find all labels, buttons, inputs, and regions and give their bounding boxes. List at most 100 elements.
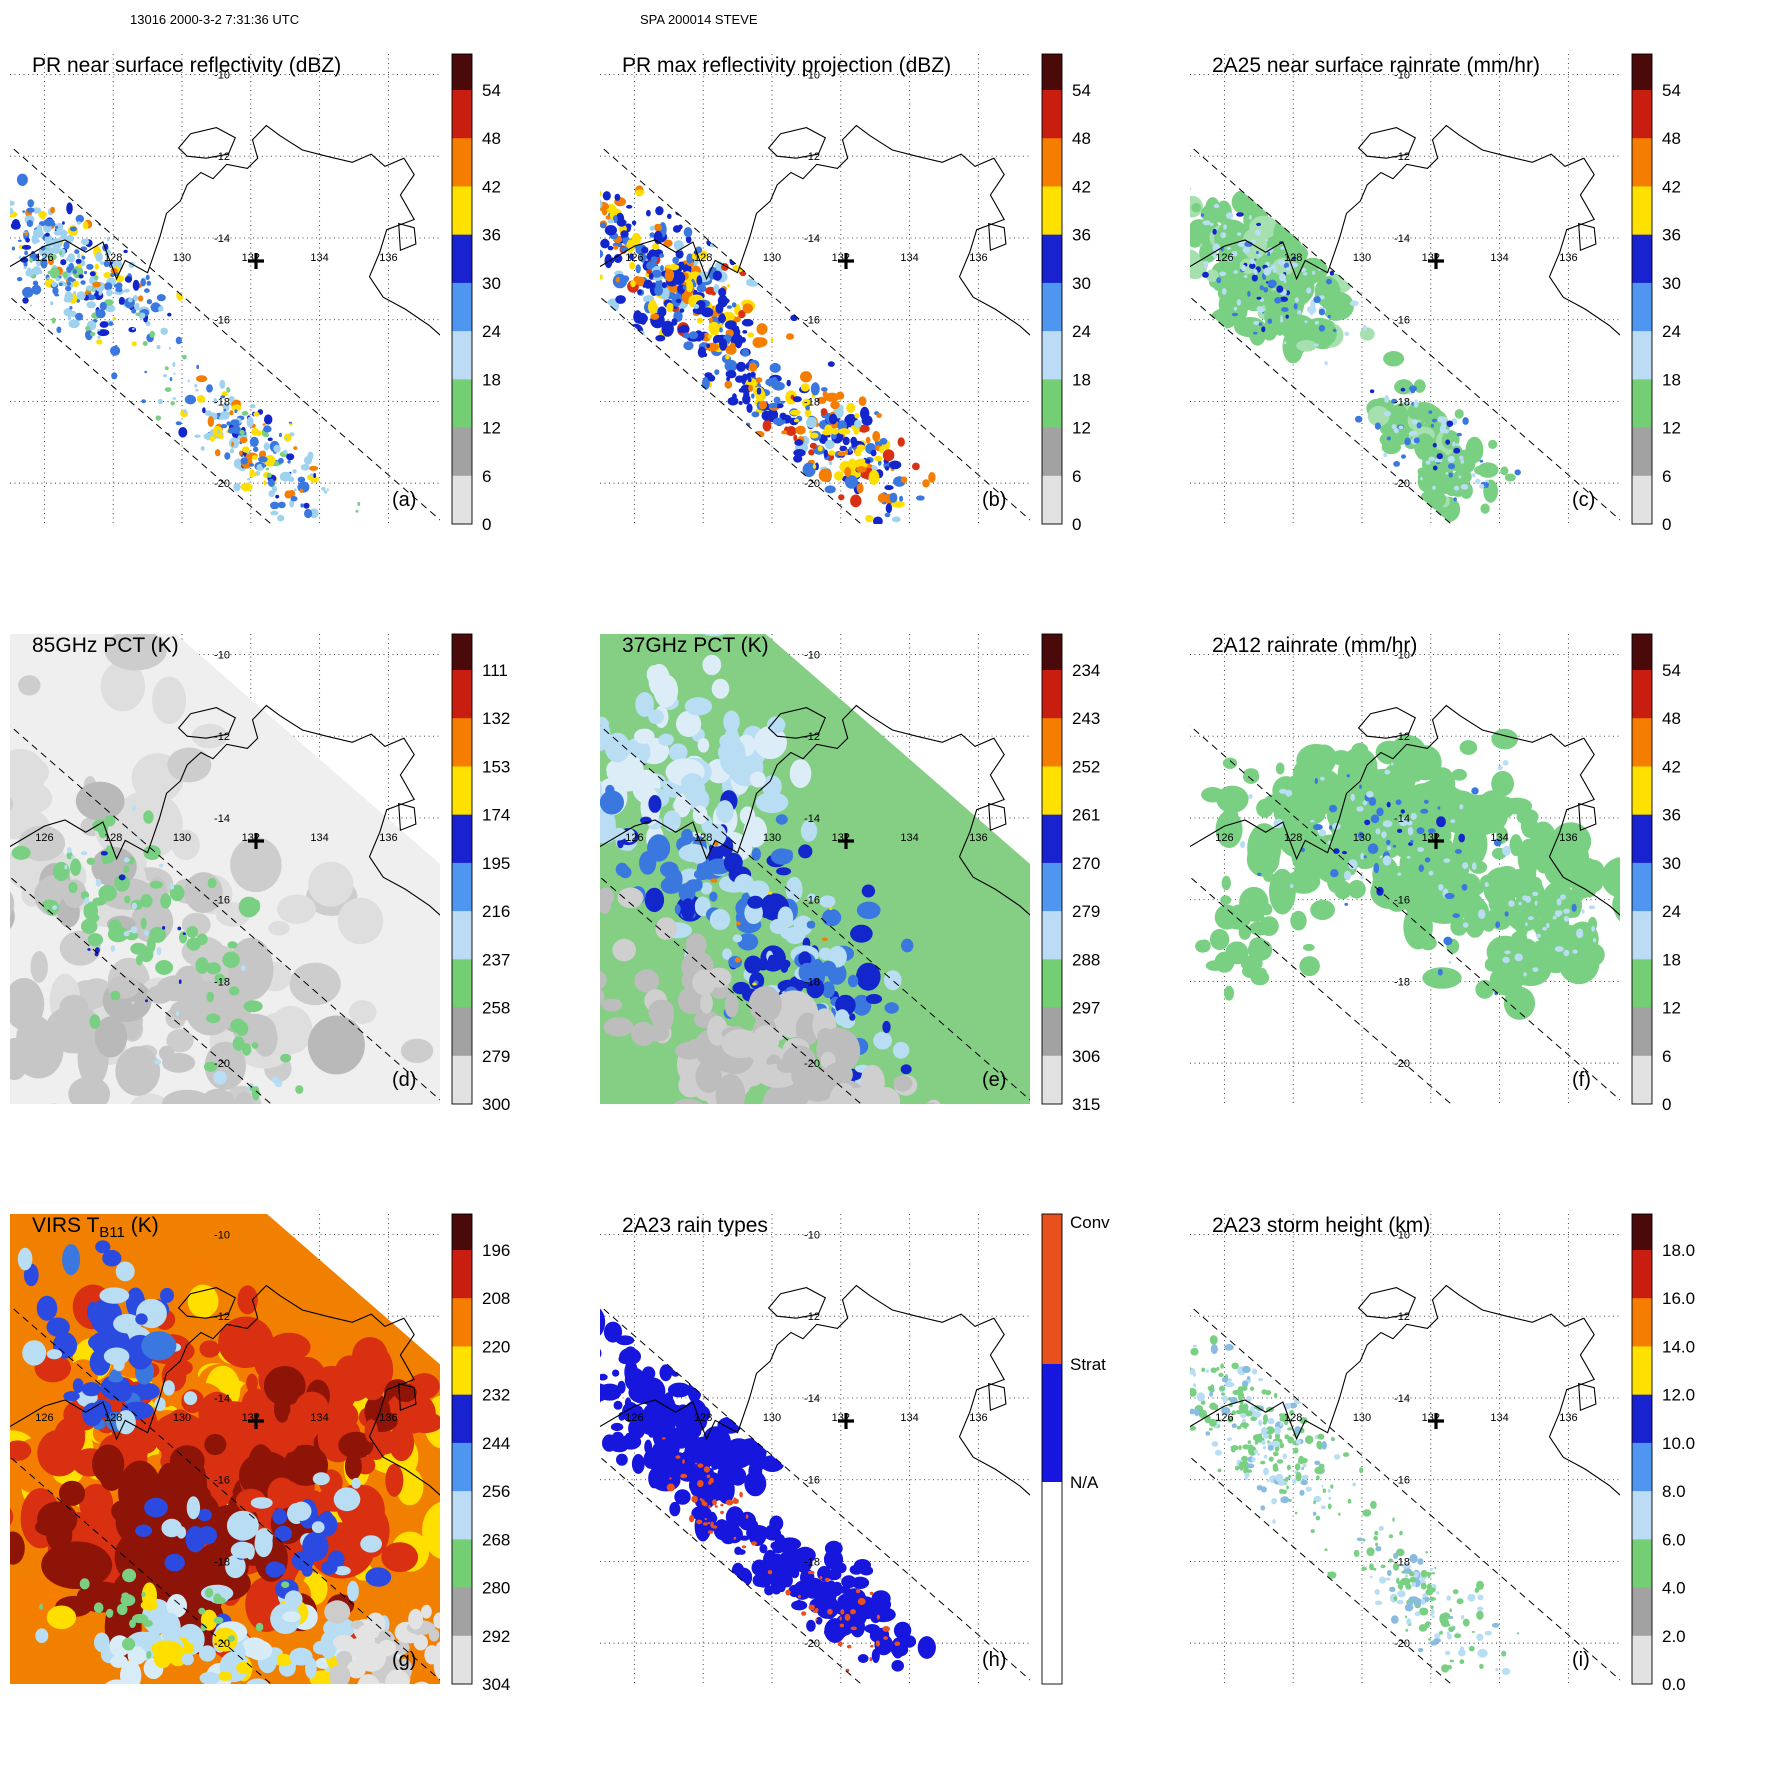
- header-case-id: SPA 200014 STEVE: [640, 12, 758, 27]
- figure-header: 13016 2000-3-2 7:31:36 UTC SPA 200014 ST…: [0, 0, 1771, 28]
- colorbar-tick-label: 6: [1072, 467, 1081, 486]
- lat-label: -10: [804, 649, 820, 661]
- cross-marker: [1428, 1413, 1444, 1429]
- colorbar-tick-label: 42: [482, 177, 501, 196]
- graticule: [600, 54, 1030, 524]
- cross-marker: [248, 1413, 264, 1429]
- colorbar-segment: [452, 766, 472, 816]
- colorbar-tick-label: 48: [482, 129, 501, 148]
- lat-label: -14: [1394, 1393, 1410, 1405]
- lat-label: -16: [214, 315, 230, 327]
- colorbar-segment: [452, 331, 472, 380]
- colorbar-segment: [1632, 634, 1652, 670]
- lat-label: -14: [214, 813, 230, 825]
- swath-data: [600, 1306, 936, 1673]
- colorbar-tick-label: 42: [1662, 757, 1681, 776]
- lon-label: 130: [763, 252, 781, 264]
- colorbar-segment: [1632, 1055, 1652, 1105]
- lon-label: 126: [625, 1412, 643, 1424]
- colorbar-segment: [1632, 718, 1652, 767]
- lon-label: 130: [173, 832, 191, 844]
- colorbar-tick-label: 258: [482, 999, 510, 1018]
- coastline: [600, 124, 1030, 336]
- swath-boundary-lines: [1190, 145, 1620, 524]
- lon-label: 130: [173, 252, 191, 264]
- colorbar-segment: [452, 911, 472, 960]
- colorbar-segment: [452, 670, 472, 719]
- lon-label: 126: [1215, 832, 1233, 844]
- colorbar-outline: [1041, 1213, 1063, 1685]
- colorbar-tick-label: 244: [482, 1434, 510, 1453]
- swath-boundary-lines: [1190, 1305, 1620, 1684]
- cross-marker: [838, 1413, 854, 1429]
- swath-boundary-lines: [600, 1305, 1030, 1684]
- lat-label: -12: [1394, 731, 1410, 743]
- lat-label: -12: [1394, 151, 1410, 163]
- lon-label: 126: [625, 832, 643, 844]
- lon-label: 134: [900, 832, 918, 844]
- header-orbit-info: 13016 2000-3-2 7:31:36 UTC: [130, 12, 300, 27]
- lon-label: 136: [1559, 832, 1577, 844]
- coastline: [10, 1284, 440, 1496]
- lat-label: -14: [1394, 813, 1410, 825]
- colorbar-tick-label: 12: [1662, 999, 1681, 1018]
- colorbar-category-label: N/A: [1070, 1473, 1099, 1492]
- colorbar-tick-label: 30: [1662, 274, 1681, 293]
- colorbar-segment: [1632, 1635, 1652, 1685]
- lat-label: -10: [1394, 1229, 1410, 1241]
- cross-marker: [248, 833, 264, 849]
- swath-data: [10, 1214, 440, 1684]
- colorbar-segment: [1632, 1491, 1652, 1540]
- lat-label: -12: [804, 731, 820, 743]
- colorbar-tick-label: 36: [482, 226, 501, 245]
- colorbar-segment: [1632, 1442, 1652, 1492]
- colorbar-outline: [1041, 633, 1063, 1105]
- colorbar-segment: [1042, 427, 1062, 477]
- coastline: [10, 124, 440, 336]
- panel-letter: (b): [982, 489, 1006, 511]
- lat-label: -18: [214, 1556, 230, 1568]
- colorbar: 234 243 252 261 270 279 288 297 306 315: [1041, 633, 1100, 1114]
- colorbar-segment-na: [1042, 1482, 1062, 1684]
- colorbar-tick-label: 48: [1662, 709, 1681, 728]
- colorbar-category-label: Conv: [1070, 1213, 1110, 1232]
- lon-label: 128: [694, 832, 712, 844]
- graticule-labels: 126 128 130 132 134 136-10-12-14-16-18-20: [625, 69, 987, 490]
- graticule: [1190, 1214, 1620, 1684]
- colorbar-segment: [1042, 911, 1062, 960]
- lon-label: 130: [763, 1412, 781, 1424]
- swath-boundary-lines: [600, 145, 1030, 524]
- lon-label: 128: [104, 1412, 122, 1424]
- colorbar-segment: [1632, 1539, 1652, 1589]
- colorbar-tick-label: 0.0: [1662, 1675, 1686, 1694]
- colorbar-segment: [1042, 862, 1062, 912]
- colorbar-segment: [1042, 282, 1062, 332]
- colorbar-tick-label: 256: [482, 1482, 510, 1501]
- panel-a: 126 128 130 132 134 136 -10 -12 -14 -16 -18 -20 (a) P…: [0, 28, 590, 608]
- lat-label: -12: [214, 1311, 230, 1323]
- colorbar-segment: [452, 427, 472, 477]
- lon-label: 126: [1215, 252, 1233, 264]
- colorbar-tick-label: 306: [1072, 1047, 1100, 1066]
- colorbar-segment: [1632, 814, 1652, 864]
- panel-c: 126 128 130 132 134 136 -10 -12 -14 -16 -18 -20 (c) 2…: [1180, 28, 1770, 608]
- colorbar-tick-label: 10.0: [1662, 1434, 1695, 1453]
- colorbar-tick-label: 132: [482, 709, 510, 728]
- colorbar-tick-label: 18: [1662, 370, 1681, 389]
- panel-letter: (h): [982, 1649, 1006, 1671]
- panel-svg-g: 126 128 130 132 134 136-10-12-14-16-18-20(g)V…: [10, 1213, 510, 1694]
- cross-marker: [838, 833, 854, 849]
- lat-label: -18: [214, 976, 230, 988]
- colorbar-tick-label: 292: [482, 1627, 510, 1646]
- lat-label: -20: [804, 1058, 820, 1070]
- lon-label: 134: [900, 1412, 918, 1424]
- lon-label: 136: [379, 832, 397, 844]
- lon-label: 136: [969, 252, 987, 264]
- colorbar-tick-label: 261: [1072, 806, 1100, 825]
- panel-d: 126 128 130 132 134 136 -10 -12 -14 -16 -18 -20 (d) 8…: [0, 608, 590, 1188]
- colorbar-segment: [1632, 862, 1652, 912]
- colorbar-tick-label: 36: [1662, 806, 1681, 825]
- panel-svg-c: 126 128 130 132 134 136-10-12-14-16-18-20(c)2…: [1190, 53, 1681, 534]
- lat-label: -14: [214, 1393, 230, 1405]
- colorbar-segment: [452, 1442, 472, 1492]
